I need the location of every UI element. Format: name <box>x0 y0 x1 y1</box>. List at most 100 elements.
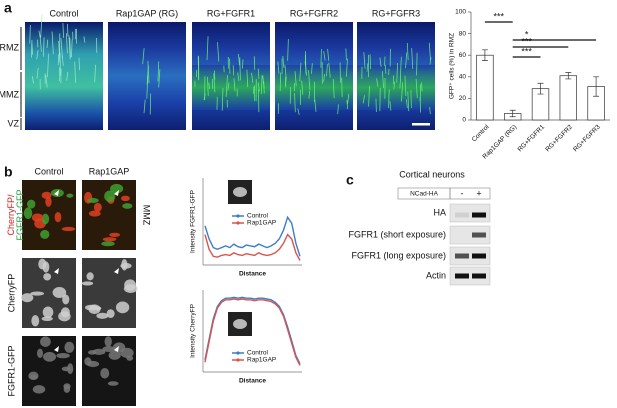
cell-process <box>260 75 263 95</box>
cell <box>54 212 62 223</box>
cell-process <box>294 71 297 87</box>
panel-a: a <box>4 0 12 16</box>
cell <box>67 363 74 375</box>
image-label: Rap1GAP (RG) <box>116 8 178 18</box>
lane-label: + <box>476 188 481 198</box>
blot-title: Cortical neurons <box>399 169 465 179</box>
cell-process <box>369 54 372 70</box>
cell <box>27 199 36 209</box>
band <box>472 232 486 238</box>
legend-marker <box>236 221 240 225</box>
cell-process <box>83 36 86 43</box>
cell-process <box>279 72 282 92</box>
blot-row-label: HA <box>433 207 446 217</box>
x-tick-label: RG+FGFR1 <box>517 123 547 153</box>
lanes-box <box>449 187 491 200</box>
zone-label: MMZ <box>0 89 19 99</box>
cell-process <box>208 82 210 90</box>
cell <box>101 241 115 247</box>
cell <box>84 357 92 366</box>
cell-process <box>400 56 402 77</box>
cell <box>93 202 102 212</box>
y-tick-label: 80 <box>459 30 467 37</box>
y-tick-label: 20 <box>459 95 467 102</box>
cell-process <box>406 42 409 61</box>
cell-process <box>217 42 220 62</box>
zone-label: VZ <box>7 118 19 128</box>
panel-b: b <box>4 164 13 180</box>
cell <box>86 272 94 281</box>
error-bar <box>593 76 600 97</box>
blot-row-label: FGFR1 (short exposure) <box>348 229 446 239</box>
cell-process <box>428 42 431 61</box>
y-axis-label: Intensity FGFR1-GFP <box>190 190 197 253</box>
arrowhead <box>54 346 59 352</box>
cell-process <box>345 58 348 77</box>
cell <box>41 213 50 225</box>
cell-process <box>66 72 69 81</box>
error-bar <box>537 82 544 95</box>
image-label: Control <box>49 8 78 18</box>
cell-process <box>257 82 260 92</box>
cell-process <box>277 61 280 74</box>
cell <box>100 367 110 379</box>
cell-process <box>323 74 326 82</box>
cell-process <box>366 63 369 72</box>
legend-marker <box>236 358 240 362</box>
cell-process <box>142 48 145 65</box>
line-series <box>204 215 301 257</box>
cell-process <box>381 71 385 89</box>
line-series <box>204 233 301 261</box>
cell-process <box>399 76 402 89</box>
cell <box>43 351 57 362</box>
cell-process <box>401 82 404 102</box>
image-label: RG+FGFR2 <box>290 8 338 18</box>
cell <box>110 183 124 194</box>
row-label: FGFR1-GFP <box>6 346 16 397</box>
cell-process <box>304 51 307 74</box>
cell-process <box>308 90 311 99</box>
cell-process <box>332 78 335 99</box>
cell <box>58 311 71 322</box>
cell <box>45 196 52 207</box>
cell-process <box>143 99 146 114</box>
row-label-part: FGFR1-GFP <box>15 190 25 241</box>
cell-process <box>257 68 260 79</box>
cell <box>31 315 40 327</box>
legend-label: Control <box>247 213 269 220</box>
cell <box>104 336 112 347</box>
blot <box>449 266 491 286</box>
column-label: Rap1GAP <box>89 166 130 176</box>
y-axis-label: Intensity CherryFP <box>190 304 197 358</box>
panel-label: a <box>4 0 12 16</box>
cell-process <box>376 78 379 87</box>
line-series <box>204 298 301 366</box>
cell-process <box>31 76 34 84</box>
cell-process <box>347 93 350 104</box>
cell-process <box>363 52 366 69</box>
cell <box>40 336 51 347</box>
cell-process <box>362 95 365 104</box>
cell-process <box>36 49 39 60</box>
cell <box>87 198 99 203</box>
cell-process <box>36 67 39 79</box>
legend-label: Control <box>247 350 269 357</box>
cell-process <box>57 54 60 66</box>
cell-process <box>46 39 49 49</box>
cell <box>121 195 130 202</box>
band <box>472 253 486 259</box>
blot-row-label: Actin <box>426 270 446 280</box>
error-bar <box>509 109 516 118</box>
arrowhead <box>114 190 119 196</box>
cell-process <box>31 43 34 55</box>
lane-label: - <box>461 188 464 198</box>
x-axis-label: Distance <box>239 378 266 385</box>
cell-process <box>207 76 209 97</box>
cell-process <box>206 36 209 61</box>
cell <box>96 312 109 319</box>
significance-label: *** <box>521 46 532 56</box>
cell-process <box>379 57 382 67</box>
cell <box>63 383 71 390</box>
cell-process <box>404 75 407 97</box>
cell <box>87 350 97 355</box>
